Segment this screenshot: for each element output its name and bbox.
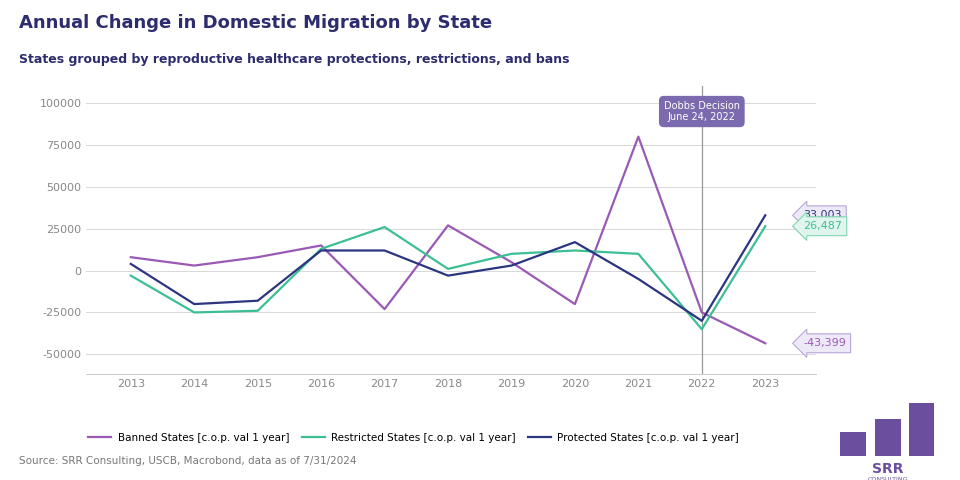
Bar xyxy=(841,432,866,456)
Bar xyxy=(909,401,934,456)
Text: 26,487: 26,487 xyxy=(804,221,842,231)
Bar xyxy=(876,419,900,456)
Text: Dobbs Decision
June 24, 2022: Dobbs Decision June 24, 2022 xyxy=(663,101,740,122)
Text: 33,003: 33,003 xyxy=(804,210,842,220)
Text: SRR: SRR xyxy=(873,462,903,476)
Text: Annual Change in Domestic Migration by State: Annual Change in Domestic Migration by S… xyxy=(19,14,492,33)
Text: -43,399: -43,399 xyxy=(804,338,846,348)
Legend: Banned States [c.o.p. val 1 year], Restricted States [c.o.p. val 1 year], Protec: Banned States [c.o.p. val 1 year], Restr… xyxy=(84,429,743,447)
Text: States grouped by reproductive healthcare protections, restrictions, and bans: States grouped by reproductive healthcar… xyxy=(19,53,569,66)
Text: CONSULTING: CONSULTING xyxy=(868,477,908,480)
Text: Source: SRR Consulting, USCB, Macrobond, data as of 7/31/2024: Source: SRR Consulting, USCB, Macrobond,… xyxy=(19,456,357,466)
